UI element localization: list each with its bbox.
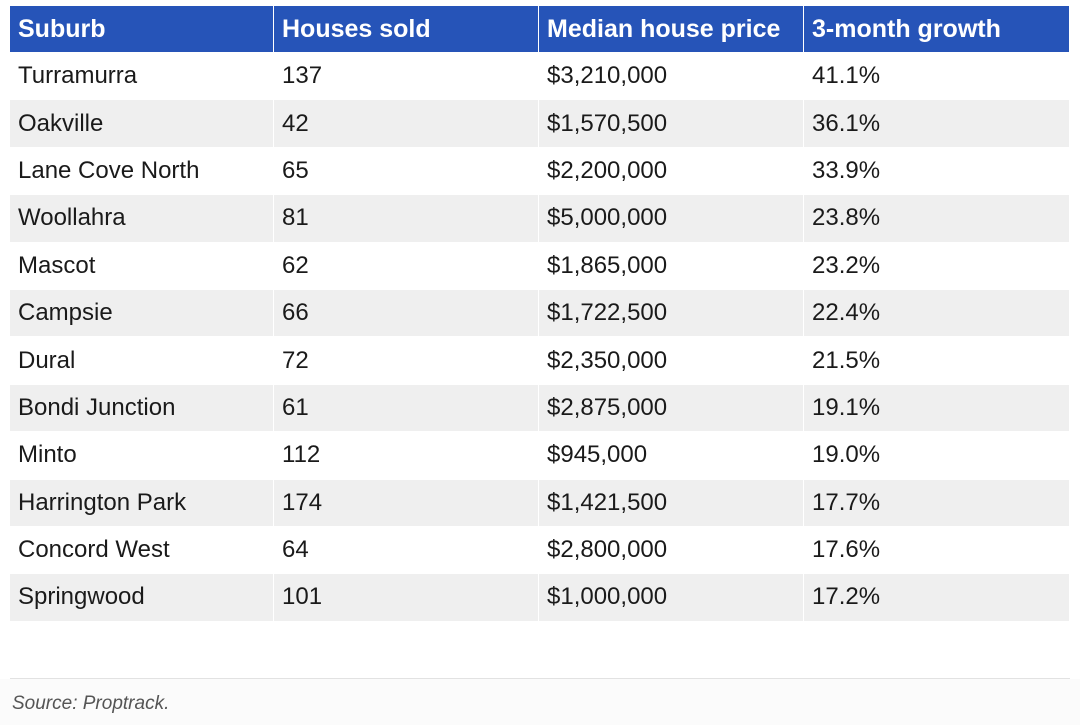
cell-suburb: Lane Cove North (10, 147, 274, 196)
cell-suburb: Bondi Junction (10, 384, 274, 433)
cell-3-month-growth: 22.4% (804, 289, 1069, 338)
cell-suburb: Oakville (10, 100, 274, 148)
column-header-3-month-growth: 3-month growth (804, 6, 1069, 53)
suburb-growth-table: Suburb Houses sold Median house price 3-… (10, 6, 1069, 622)
cell-houses-sold: 137 (274, 53, 539, 101)
table-row: Lane Cove North 65 $2,200,000 33.9% (10, 147, 1069, 196)
cell-houses-sold: 66 (274, 289, 539, 338)
table-row: Concord West 64 $2,800,000 17.6% (10, 526, 1069, 575)
table-row: Bondi Junction 61 $2,875,000 19.1% (10, 384, 1069, 433)
cell-suburb: Turramurra (10, 53, 274, 101)
cell-suburb: Mascot (10, 242, 274, 290)
cell-suburb: Concord West (10, 526, 274, 575)
column-header-houses-sold: Houses sold (274, 6, 539, 53)
footer-band (0, 679, 1080, 725)
cell-houses-sold: 112 (274, 432, 539, 480)
table-row: Dural 72 $2,350,000 21.5% (10, 337, 1069, 385)
cell-3-month-growth: 17.2% (804, 574, 1069, 622)
cell-3-month-growth: 36.1% (804, 100, 1069, 148)
cell-median-house-price: $2,800,000 (539, 526, 804, 575)
cell-houses-sold: 65 (274, 147, 539, 196)
cell-3-month-growth: 21.5% (804, 337, 1069, 385)
cell-houses-sold: 62 (274, 242, 539, 290)
cell-houses-sold: 64 (274, 526, 539, 575)
cell-houses-sold: 101 (274, 574, 539, 622)
cell-median-house-price: $945,000 (539, 432, 804, 480)
cell-houses-sold: 42 (274, 100, 539, 148)
footer-divider (10, 678, 1070, 679)
cell-median-house-price: $2,875,000 (539, 384, 804, 433)
table-row: Turramurra 137 $3,210,000 41.1% (10, 53, 1069, 101)
cell-suburb: Dural (10, 337, 274, 385)
cell-median-house-price: $5,000,000 (539, 195, 804, 243)
cell-houses-sold: 81 (274, 195, 539, 243)
cell-suburb: Campsie (10, 289, 274, 338)
table-body: Turramurra 137 $3,210,000 41.1% Oakville 42 $1… (10, 53, 1069, 622)
source-note: Source: Proptrack. (12, 693, 170, 714)
cell-3-month-growth: 17.6% (804, 526, 1069, 575)
cell-median-house-price: $2,200,000 (539, 147, 804, 196)
table-row: Harrington Park 174 $1,421,500 17.7% (10, 479, 1069, 527)
cell-suburb: Minto (10, 432, 274, 480)
column-header-median-house-price: Median house price (539, 6, 804, 53)
cell-3-month-growth: 33.9% (804, 147, 1069, 196)
table-row: Minto 112 $945,000 19.0% (10, 432, 1069, 480)
cell-suburb: Harrington Park (10, 479, 274, 527)
cell-median-house-price: $1,570,500 (539, 100, 804, 148)
table-row: Woollahra 81 $5,000,000 23.8% (10, 195, 1069, 243)
cell-suburb: Springwood (10, 574, 274, 622)
table-row: Mascot 62 $1,865,000 23.2% (10, 242, 1069, 290)
cell-3-month-growth: 17.7% (804, 479, 1069, 527)
cell-houses-sold: 61 (274, 384, 539, 433)
table-row: Oakville 42 $1,570,500 36.1% (10, 100, 1069, 148)
cell-3-month-growth: 23.2% (804, 242, 1069, 290)
cell-median-house-price: $3,210,000 (539, 53, 804, 101)
cell-median-house-price: $1,865,000 (539, 242, 804, 290)
cell-houses-sold: 174 (274, 479, 539, 527)
table-header: Suburb Houses sold Median house price 3-… (10, 6, 1069, 53)
cell-median-house-price: $2,350,000 (539, 337, 804, 385)
table-row: Springwood 101 $1,000,000 17.2% (10, 574, 1069, 622)
cell-median-house-price: $1,421,500 (539, 479, 804, 527)
column-header-suburb: Suburb (10, 6, 274, 53)
table-row: Campsie 66 $1,722,500 22.4% (10, 289, 1069, 338)
cell-3-month-growth: 41.1% (804, 53, 1069, 101)
cell-median-house-price: $1,722,500 (539, 289, 804, 338)
cell-median-house-price: $1,000,000 (539, 574, 804, 622)
cell-3-month-growth: 19.0% (804, 432, 1069, 480)
cell-3-month-growth: 19.1% (804, 384, 1069, 433)
cell-3-month-growth: 23.8% (804, 195, 1069, 243)
cell-suburb: Woollahra (10, 195, 274, 243)
cell-houses-sold: 72 (274, 337, 539, 385)
header-row: Suburb Houses sold Median house price 3-… (10, 6, 1069, 53)
